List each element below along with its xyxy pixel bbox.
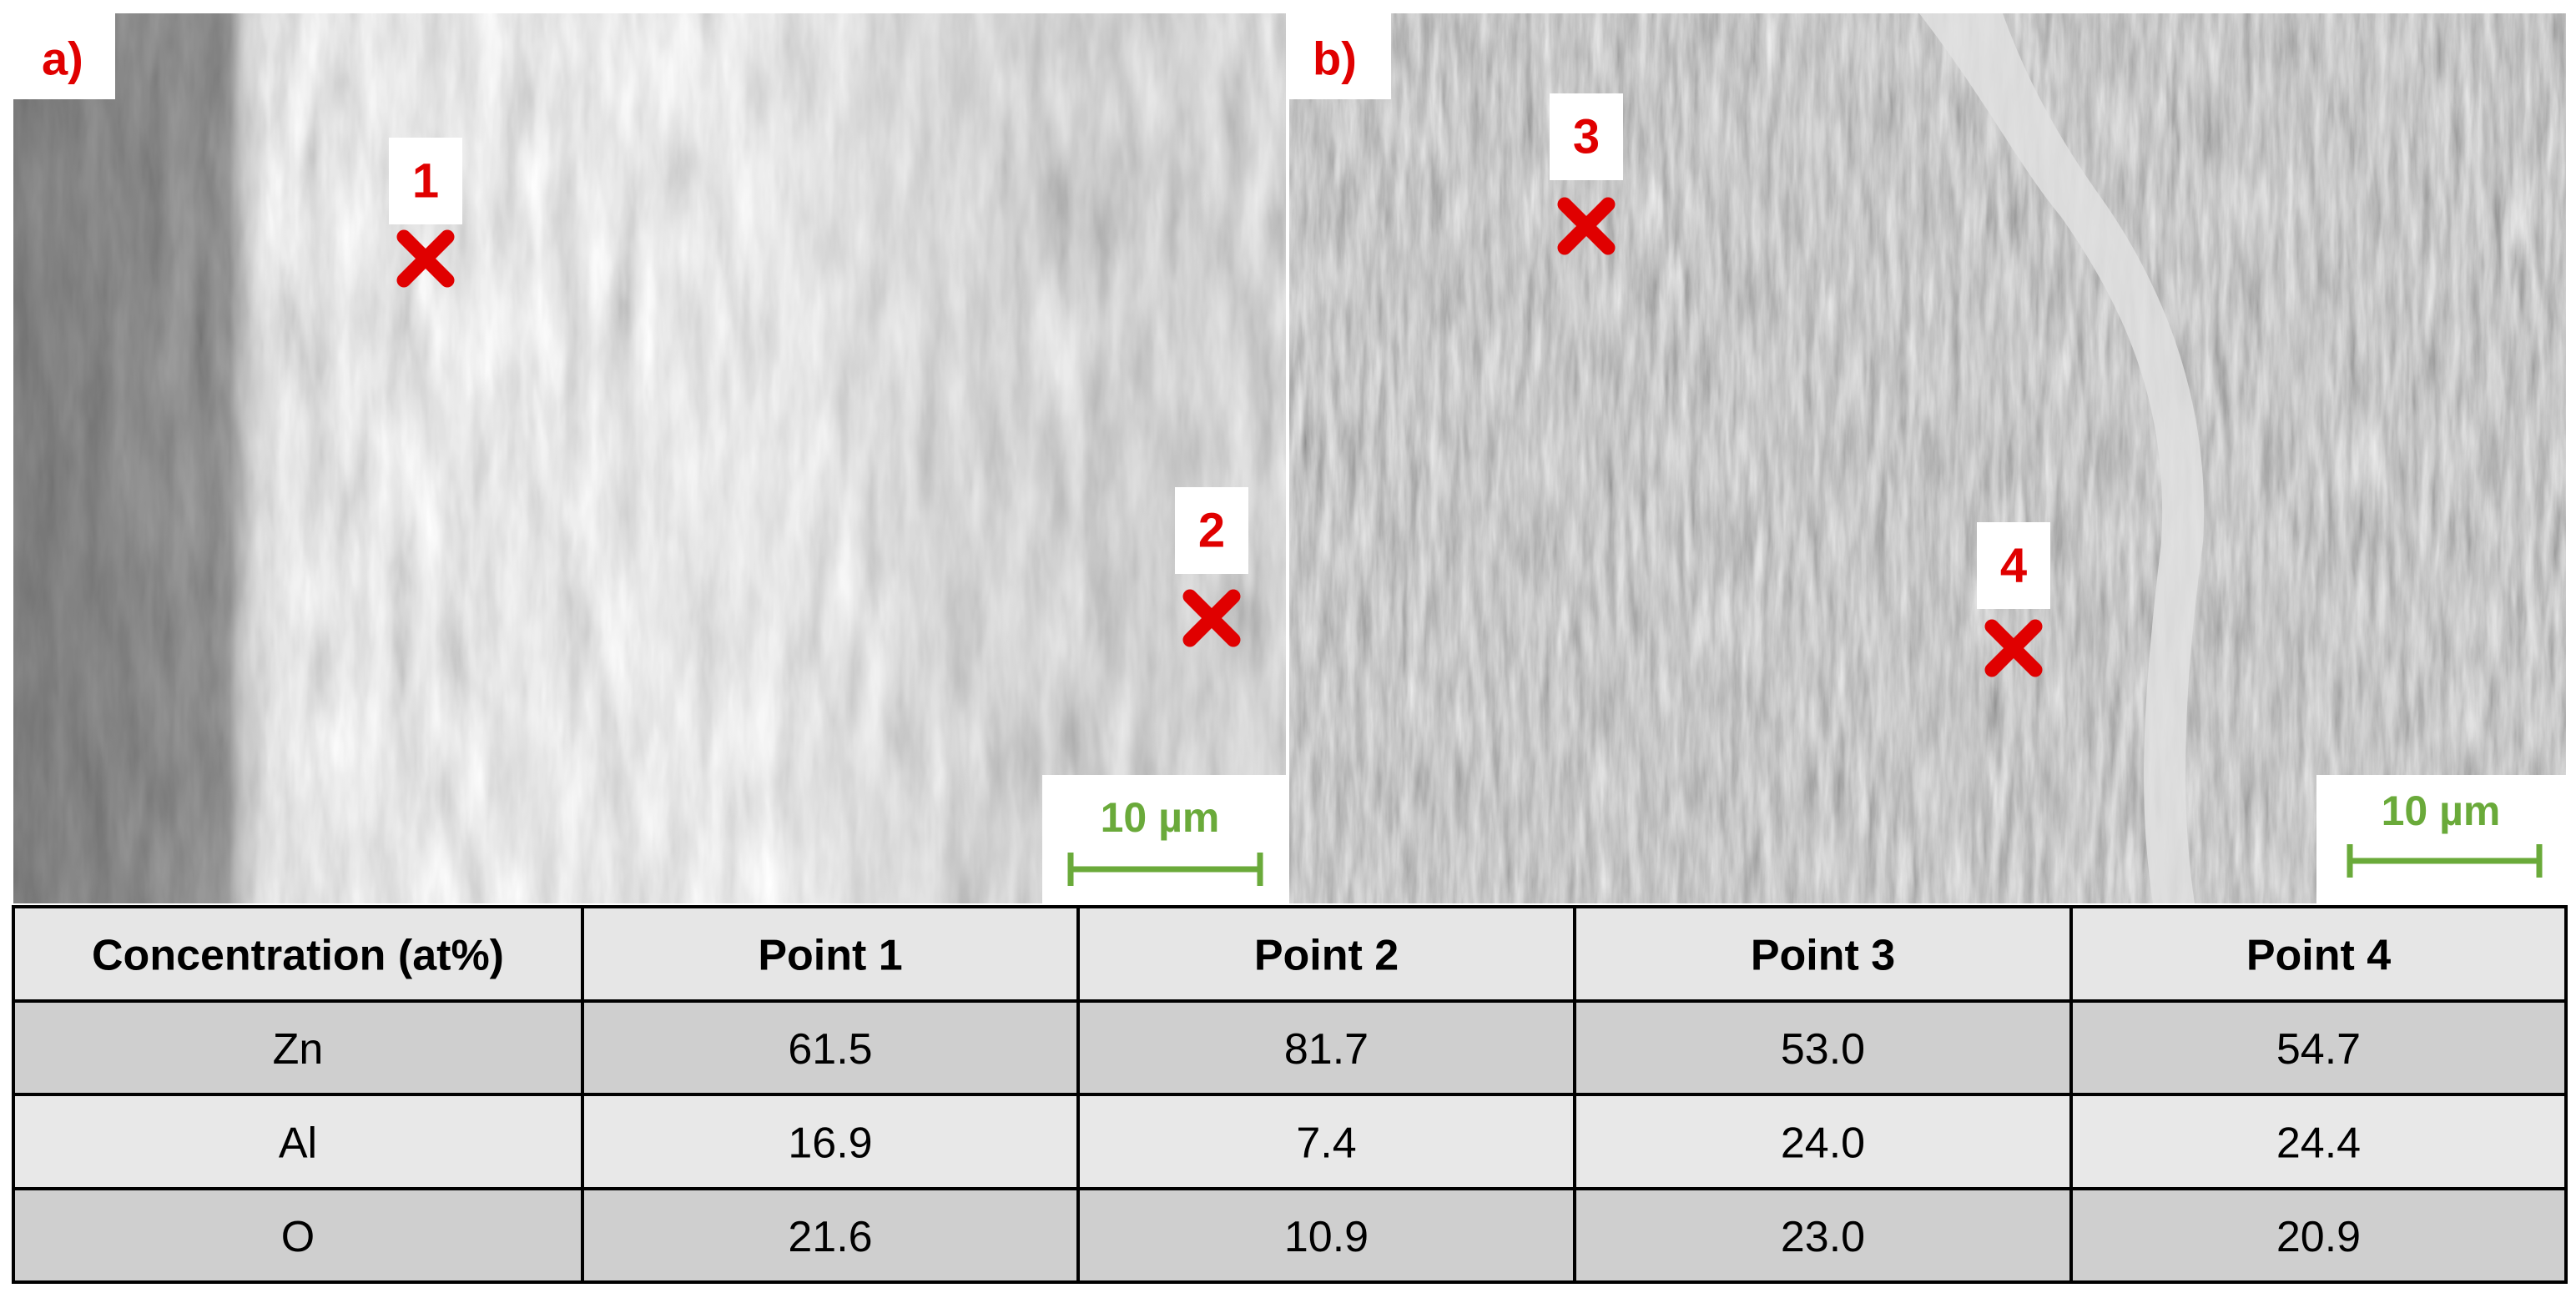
- cell-text: 20.9: [2276, 1213, 2361, 1261]
- point-label-box: [1550, 93, 1623, 180]
- header-text: Point 2: [1254, 932, 1399, 980]
- cell-text: 24.4: [2276, 1119, 2361, 1168]
- scale-bar-label: 10 µm: [2382, 787, 2501, 834]
- scale-bar-label: 10 µm: [1101, 794, 1220, 841]
- cell-text: 24.0: [1781, 1119, 1865, 1168]
- panel-label: b): [1313, 33, 1357, 85]
- table-cell: [12, 1187, 584, 1284]
- point-label: 1: [412, 154, 439, 209]
- table-cell: [1573, 999, 2073, 1096]
- cell-text: 7.4: [1296, 1119, 1356, 1168]
- table-cell: [1573, 1187, 2073, 1284]
- points: 1 2 3 4: [389, 93, 2050, 677]
- header-text: Point 4: [2246, 932, 2391, 980]
- point-label: 2: [1198, 504, 1225, 558]
- cell-text: 16.9: [788, 1119, 872, 1168]
- point-label-box: [389, 138, 462, 224]
- cell-text: O: [281, 1213, 315, 1261]
- point-label-box: [1977, 522, 2050, 609]
- header-text: Point 1: [758, 932, 902, 980]
- panel-label: a): [42, 33, 83, 85]
- point-label: 4: [2000, 539, 2027, 593]
- header-cell: [581, 905, 1080, 1003]
- header-cell: [2069, 905, 2568, 1003]
- cell-text: 10.9: [1284, 1213, 1369, 1261]
- cell-text: 23.0: [1781, 1213, 1865, 1261]
- point-label-box: [1175, 487, 1248, 574]
- table-cell: [2069, 1187, 2568, 1284]
- table-cell: [581, 999, 1080, 1096]
- scale-bar: 10 µm: [1042, 775, 1286, 903]
- table-cell: [12, 999, 584, 1096]
- table-cell: [1076, 999, 1576, 1096]
- table-cell: [581, 1187, 1080, 1284]
- cell-text: 61.5: [788, 1025, 872, 1074]
- cell-text: 21.6: [788, 1213, 872, 1261]
- header-text: Point 3: [1751, 932, 1895, 980]
- point-marker: [1182, 589, 1241, 647]
- sem-image-b: [1289, 13, 2566, 903]
- table-cell: [12, 1093, 584, 1190]
- table-cell: [1076, 1187, 1576, 1284]
- panel-label-box: [13, 13, 115, 99]
- point-label: 3: [1573, 110, 1600, 164]
- panel-label-box: [1289, 13, 1391, 99]
- table-cell: [2069, 999, 2568, 1096]
- scale-bar: 10 µm: [2316, 775, 2566, 903]
- point-marker: [1984, 619, 2043, 677]
- table: Concentration (at%) Point 1 Point 2 Point 3…: [12, 905, 2568, 1284]
- cell-text: 53.0: [1781, 1025, 1865, 1074]
- table-cell: [1573, 1093, 2073, 1190]
- cell-text: Al: [279, 1119, 317, 1168]
- cell-text: 81.7: [1284, 1025, 1369, 1074]
- header-text: Concentration (at%): [92, 932, 504, 980]
- cell-text: Zn: [273, 1025, 324, 1074]
- cell-text: 54.7: [2276, 1025, 2361, 1074]
- point-marker: [1557, 197, 1616, 255]
- sem-image-a: [13, 13, 1286, 903]
- point-marker: [396, 229, 455, 288]
